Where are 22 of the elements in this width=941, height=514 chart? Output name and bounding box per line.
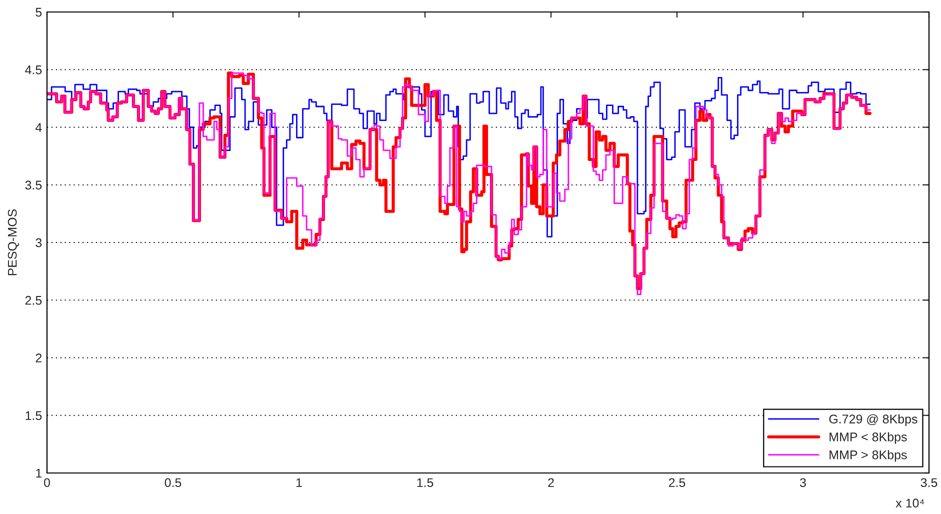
- text: x 10⁴: [896, 498, 924, 508]
- x-tick-label: 3: [800, 478, 806, 488]
- y-tick-label: 4: [35, 123, 42, 132]
- y-tick-label: 3.5: [25, 180, 42, 190]
- x-tick-label: 1: [296, 478, 302, 487]
- x-tick-label: 0: [44, 478, 50, 488]
- y-tick-label: 4.5: [25, 66, 42, 74]
- x-tick-label: 3.5: [920, 478, 938, 488]
- x-tick-label: 2: [548, 478, 554, 487]
- x-tick-label: 2.5: [668, 478, 686, 488]
- y-tick-label: 2.5: [25, 296, 42, 305]
- y-tick-label: 2: [36, 354, 42, 362]
- legend-label: MMP > 8Kbps: [830, 450, 907, 462]
- legend-label: MMP < 8Kbps: [830, 432, 907, 444]
- y-tick-label: 1.5: [26, 411, 42, 420]
- y-tick-label: 1: [36, 468, 42, 478]
- y-tick-label: 5: [36, 8, 42, 17]
- x-tick-label: 1.5: [417, 478, 434, 488]
- y-tick-label: 3: [36, 238, 42, 248]
- x-tick-label: 0.5: [164, 478, 182, 488]
- legend-label: G.729 @ 8Kbps: [829, 414, 918, 426]
- y-axis-title: PESQ-MOS: [8, 209, 19, 276]
